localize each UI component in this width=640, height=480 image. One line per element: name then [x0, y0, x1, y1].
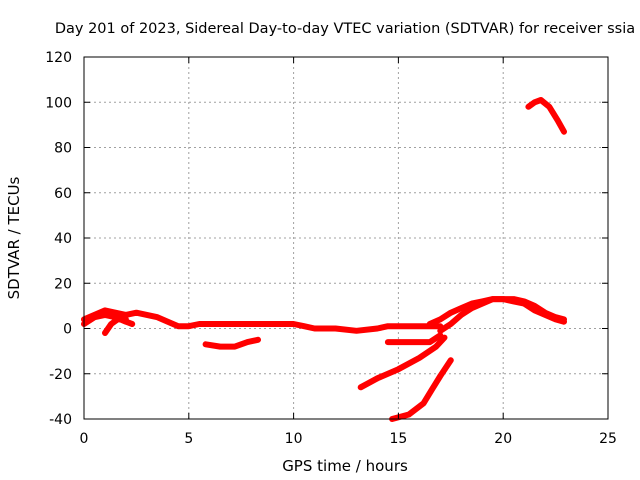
y-tick-label: 80 — [54, 141, 72, 157]
series-track-g — [389, 357, 454, 422]
series-track-d — [202, 336, 261, 350]
y-tick-label: -20 — [49, 367, 72, 383]
y-tick-label: 40 — [54, 231, 72, 247]
x-tick-label: 0 — [80, 431, 89, 447]
y-tick-label: 0 — [63, 322, 72, 338]
series-track-e — [384, 332, 444, 346]
x-tick-label: 25 — [599, 431, 617, 447]
data-series — [81, 97, 567, 422]
y-tick-label: 100 — [45, 95, 72, 111]
series-track-f — [357, 334, 448, 391]
y-axis-label: SDTVAR / TECUs — [5, 176, 23, 299]
y-tick-label: -40 — [49, 412, 72, 428]
x-tick-label: 10 — [285, 431, 303, 447]
x-tick-label: 20 — [494, 431, 512, 447]
x-axis-label: GPS time / hours — [282, 457, 408, 475]
x-tick-label: 5 — [184, 431, 193, 447]
grid — [84, 57, 608, 419]
x-tick-label: 15 — [389, 431, 407, 447]
y-tick-label: 60 — [54, 186, 72, 202]
series-track-i — [437, 296, 567, 334]
series-track-j — [525, 97, 567, 135]
series-track-a — [81, 307, 444, 334]
x-axis-ticks: 0 5 10 15 20 25 — [80, 57, 617, 447]
series-track-c — [102, 316, 129, 336]
chart-title: Day 201 of 2023, Sidereal Day-to-day VTE… — [55, 21, 635, 37]
y-tick-label: 120 — [45, 50, 72, 66]
y-tick-label: 20 — [54, 276, 72, 292]
y-axis-ticks: -40 -20 0 20 40 60 80 100 120 — [45, 50, 608, 428]
